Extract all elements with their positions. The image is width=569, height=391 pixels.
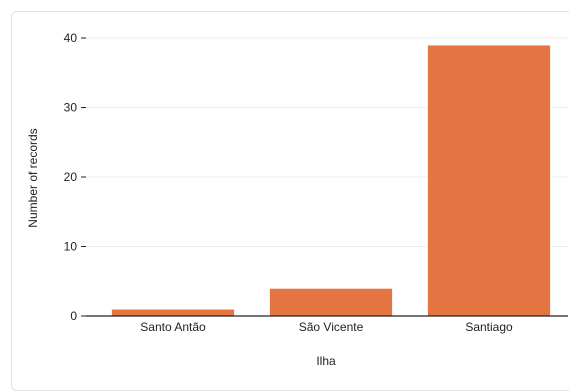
y-tick-label: 10 [64,240,78,254]
x-tick-label: São Vicente [299,320,364,334]
y-axis-title: Number of records [26,128,40,227]
bars [110,44,552,317]
x-tick-label: Santiago [465,320,513,334]
y-tick-label: 30 [64,101,78,115]
bar-2 [426,44,552,317]
y-tick-label: 20 [64,170,78,184]
y-tick-label: 0 [70,309,77,323]
bar-1 [268,287,394,317]
x-axis-title: Ilha [316,354,336,368]
y-tick-label: 40 [64,31,78,45]
tick-labels: 0 10 20 30 40 Santo Antão São Vicente Santiago [64,31,513,334]
axes [81,37,568,317]
bar-0 [110,308,236,317]
x-tick-label: Santo Antão [140,320,206,334]
